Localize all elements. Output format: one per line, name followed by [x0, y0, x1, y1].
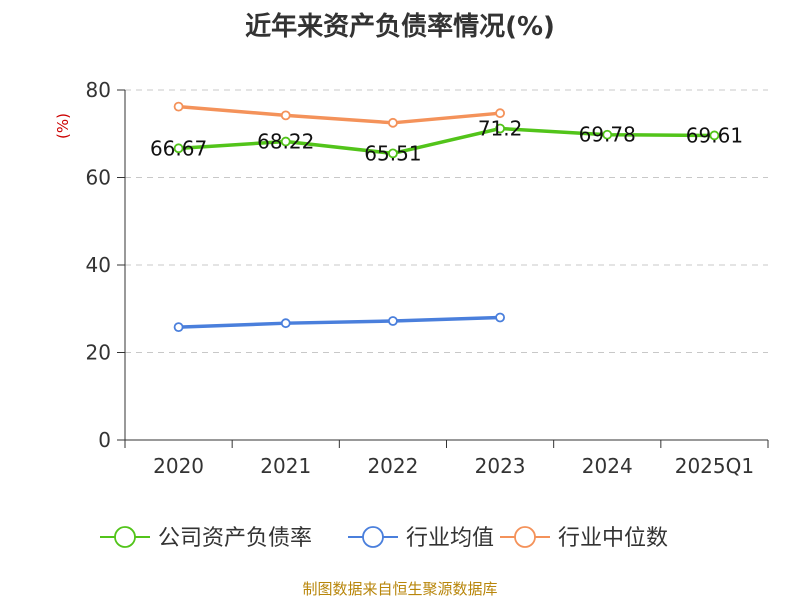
data-label: 65.51 [364, 141, 421, 165]
data-point[interactable] [388, 316, 398, 326]
data-point[interactable] [280, 318, 291, 329]
x-tick-label: 2023 [475, 454, 526, 478]
series-line-2 [178, 315, 501, 329]
legend-label: 行业中位数 [558, 526, 668, 551]
x-tick-label: 2021 [260, 454, 311, 478]
data-point[interactable] [495, 108, 505, 119]
y-tick-label: 0 [98, 428, 111, 452]
y-tick-label: 60 [86, 166, 111, 190]
data-point[interactable] [173, 101, 184, 112]
y-tick-label: 40 [86, 253, 111, 277]
legend-marker [114, 526, 136, 548]
legend-marker [514, 526, 536, 548]
data-point[interactable] [388, 117, 398, 128]
data-point[interactable] [602, 129, 613, 140]
chart-title: 近年来资产负债率情况(%) [245, 12, 555, 42]
x-tick-label: 2025Q1 [675, 454, 754, 478]
data-label: 69.61 [686, 123, 743, 147]
legend-label: 公司资产负债率 [158, 526, 312, 551]
data-point[interactable] [173, 322, 184, 333]
data-label: 68.22 [257, 130, 314, 154]
data-label: 71.2 [478, 117, 523, 141]
data-point[interactable] [280, 110, 291, 121]
data-point[interactable] [495, 123, 505, 134]
y-axis-label: (%) [54, 113, 72, 139]
data-label: 69.78 [579, 123, 636, 147]
legend-marker [362, 526, 384, 548]
x-tick-label: 2022 [367, 454, 418, 478]
x-tick-label: 2024 [582, 454, 633, 478]
y-tick-label: 80 [86, 78, 111, 102]
series-line-1 [178, 126, 715, 156]
source-note: 制图数据来自恒生聚源数据库 [302, 580, 498, 598]
legend-label: 行业均值 [406, 526, 494, 551]
data-point[interactable] [388, 148, 398, 159]
data-point[interactable] [280, 136, 291, 147]
data-point[interactable] [495, 312, 505, 323]
data-point[interactable] [709, 130, 720, 141]
data-label: 66.67 [150, 136, 207, 160]
series-line-3 [178, 104, 501, 125]
y-tick-label: 20 [86, 341, 111, 365]
x-tick-label: 2020 [153, 454, 204, 478]
data-point[interactable] [173, 143, 184, 154]
